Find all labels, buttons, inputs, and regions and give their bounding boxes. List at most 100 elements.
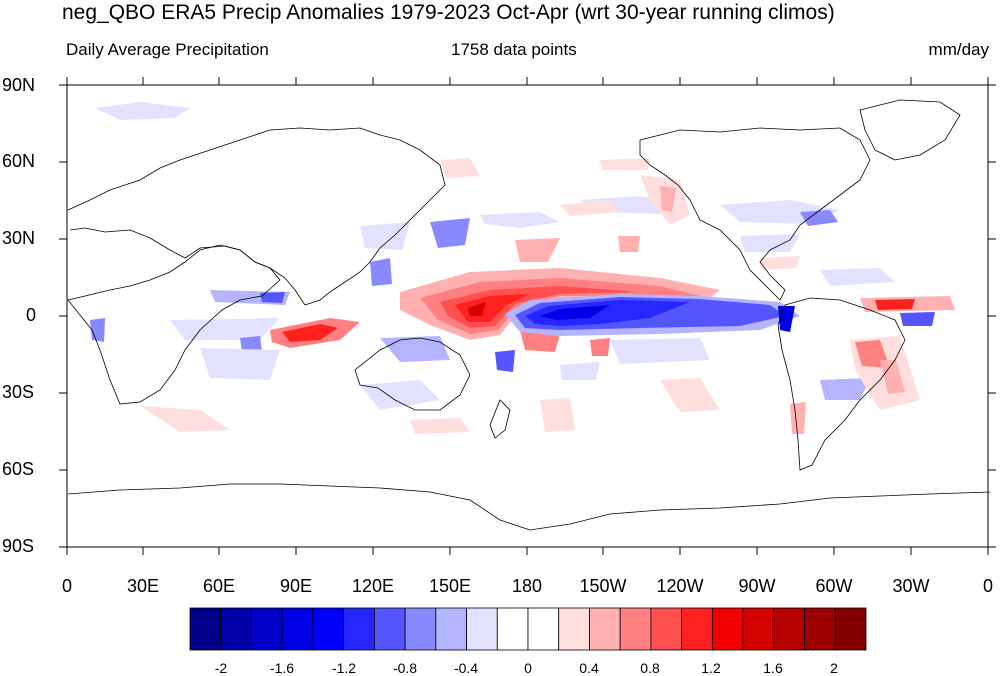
patch (790, 402, 806, 434)
patch (778, 306, 795, 332)
coast-eurasia (67, 127, 446, 306)
colorbar-swatch (650, 607, 683, 651)
patch (95, 102, 190, 120)
patch (525, 300, 690, 326)
patch (618, 236, 640, 252)
colorbar-swatch (711, 607, 744, 651)
patch (495, 350, 515, 372)
colorbar-swatch (466, 607, 498, 651)
positive-anomaly-band (270, 236, 955, 410)
patch (800, 210, 838, 226)
coast-antarctica (67, 483, 991, 531)
lon-label: 60E (202, 576, 236, 596)
lon-label: 0 (982, 576, 994, 596)
lon-label: 0 (61, 576, 73, 596)
colorbar-swatch (773, 607, 805, 651)
center-subtitle: 1758 data points (451, 40, 577, 59)
colorbar-swatch (804, 607, 836, 651)
patch (760, 256, 800, 270)
coast-south-america (777, 297, 906, 471)
coast-africa (67, 244, 281, 405)
colorbar-label: -0.4 (453, 660, 479, 676)
lon-label: 120E (351, 576, 395, 596)
colorbar-swatch (496, 607, 529, 651)
colorbar-swatch (189, 607, 222, 651)
plot-title: neg_QBO ERA5 Precip Anomalies 1979-2023 … (62, 1, 835, 24)
colorbar-label: 0.4 (579, 660, 599, 676)
colorbar-swatch (220, 607, 252, 651)
lat-label-eq: 0 (26, 305, 37, 325)
lat-label-60n: 60N (2, 151, 36, 171)
colorbar-swatch (742, 607, 775, 651)
coastlines (67, 99, 991, 531)
patch (480, 212, 560, 228)
anomaly-field (90, 102, 955, 434)
coast-north-america (639, 127, 871, 301)
patch (90, 318, 105, 342)
colorbar-swatch (619, 607, 652, 651)
negative-anomaly-tongue (505, 294, 800, 336)
colorbar-swatch (834, 607, 867, 651)
patch (540, 398, 575, 432)
colorbar-label: 2 (830, 660, 838, 676)
patch (880, 360, 905, 394)
patch (600, 158, 650, 170)
lon-label: 30E (126, 576, 160, 596)
colorbar-label: -2 (214, 660, 228, 676)
patch (820, 378, 870, 400)
units-label: mm/day (928, 40, 989, 59)
patch (900, 312, 935, 326)
patch (360, 380, 440, 410)
coast-australia (354, 337, 471, 411)
patch (560, 200, 620, 216)
lon-label: 180 (511, 576, 543, 596)
patch (590, 338, 610, 356)
colorbar-swatch (251, 607, 283, 651)
tick-marks (59, 77, 996, 555)
patch (140, 406, 230, 432)
lon-label: 150W (579, 576, 627, 596)
patch (660, 186, 676, 212)
lon-label: 90E (279, 576, 313, 596)
lat-label-30n: 30N (2, 228, 36, 248)
colorbar-label: 1.2 (701, 660, 721, 676)
lon-label: 30W (892, 576, 930, 596)
patch (200, 348, 280, 380)
patch (430, 218, 470, 248)
patch (282, 324, 338, 342)
lon-label: 90W (738, 576, 776, 596)
patch (520, 330, 560, 352)
patch (360, 222, 410, 250)
colorbar-swatch (281, 607, 314, 651)
colorbar-label: 0.8 (640, 660, 660, 676)
patch (468, 302, 486, 316)
colorbar-swatch (558, 607, 590, 651)
patch (660, 378, 720, 412)
lat-label-90s: 90S (2, 536, 35, 556)
coast-newzealand (489, 399, 511, 439)
colorbar-label: -0.8 (392, 660, 418, 676)
colorbar-swatch (527, 607, 560, 651)
colorbar-label: -1.2 (331, 660, 357, 676)
patch (610, 338, 710, 364)
lon-label: 120W (656, 576, 704, 596)
patch (380, 336, 450, 362)
colorbar-swatch (681, 607, 713, 651)
patch (540, 305, 610, 320)
left-subtitle: Daily Average Precipitation (66, 40, 269, 59)
patch (260, 292, 285, 303)
patch (875, 299, 915, 310)
patch (440, 158, 480, 178)
colorbar (189, 607, 867, 651)
lon-label: 60W (815, 576, 853, 596)
colorbar-swatch (373, 607, 406, 651)
patch (370, 258, 392, 286)
colorbar-swatch (589, 607, 621, 651)
coast-greenland (859, 99, 961, 161)
patch (170, 318, 280, 340)
colorbar-swatch (435, 607, 467, 651)
lat-label-90n: 90N (2, 75, 36, 95)
weak-anomaly-patches (90, 102, 935, 434)
lon-label: 150E (428, 576, 472, 596)
